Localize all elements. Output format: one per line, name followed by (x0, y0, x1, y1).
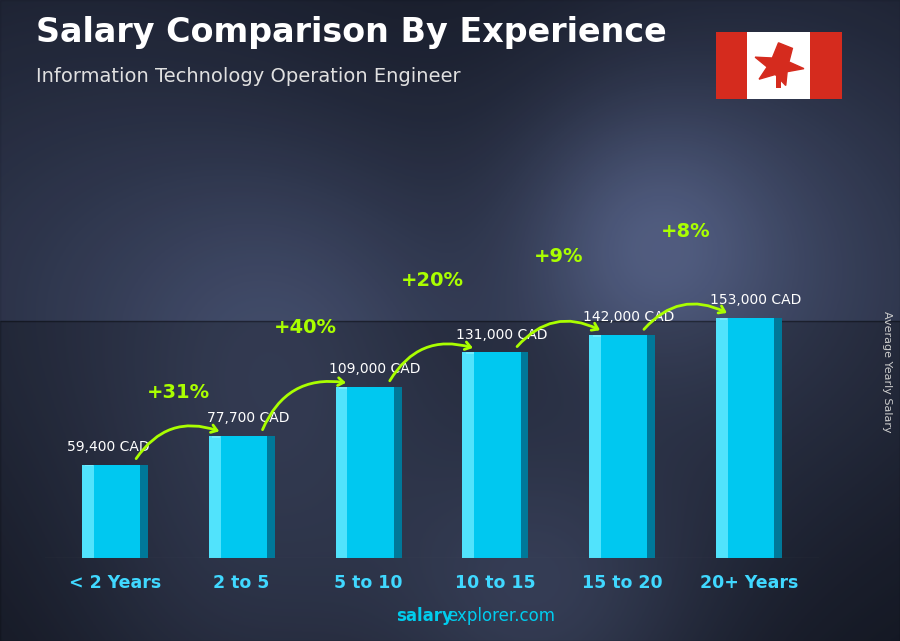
Bar (590, 335, 655, 558)
Bar (810, 32, 842, 99)
Bar (463, 353, 474, 558)
Text: +31%: +31% (147, 383, 210, 402)
Bar (774, 318, 782, 558)
Text: 142,000 CAD: 142,000 CAD (583, 310, 674, 324)
Bar (590, 335, 601, 558)
FancyBboxPatch shape (714, 30, 843, 101)
Bar (86, 465, 93, 467)
Text: 109,000 CAD: 109,000 CAD (329, 362, 420, 376)
Text: +8%: +8% (661, 222, 711, 241)
Bar (209, 436, 220, 558)
Text: +20%: +20% (400, 271, 464, 290)
Bar (140, 465, 148, 558)
Bar (336, 387, 347, 558)
Text: Average Yearly Salary: Average Yearly Salary (881, 311, 892, 433)
Bar (716, 318, 782, 558)
Bar (336, 387, 401, 558)
Text: 131,000 CAD: 131,000 CAD (456, 328, 547, 342)
Bar (777, 74, 780, 88)
Bar (82, 465, 148, 558)
Text: 77,700 CAD: 77,700 CAD (207, 411, 289, 425)
Text: +40%: +40% (274, 317, 337, 337)
Bar (592, 335, 600, 337)
Text: Salary Comparison By Experience: Salary Comparison By Experience (36, 16, 667, 49)
Bar (463, 353, 528, 558)
Text: salary: salary (396, 607, 453, 625)
Bar (266, 436, 274, 558)
Bar (212, 436, 220, 438)
Polygon shape (755, 43, 804, 85)
Bar (716, 32, 747, 99)
Text: 59,400 CAD: 59,400 CAD (68, 440, 149, 454)
Bar (82, 465, 94, 558)
Text: explorer.com: explorer.com (447, 607, 555, 625)
Bar (716, 318, 728, 558)
Bar (393, 387, 401, 558)
Bar (0, 320, 900, 641)
Bar (209, 436, 274, 558)
Bar (339, 387, 346, 388)
Bar (747, 32, 810, 99)
Bar (647, 335, 655, 558)
Bar (520, 353, 528, 558)
Text: Information Technology Operation Engineer: Information Technology Operation Enginee… (36, 67, 461, 87)
Text: +9%: +9% (534, 247, 583, 265)
Text: 153,000 CAD: 153,000 CAD (710, 293, 801, 307)
Bar (0, 0, 900, 320)
Bar (466, 353, 473, 354)
Bar (719, 318, 727, 320)
